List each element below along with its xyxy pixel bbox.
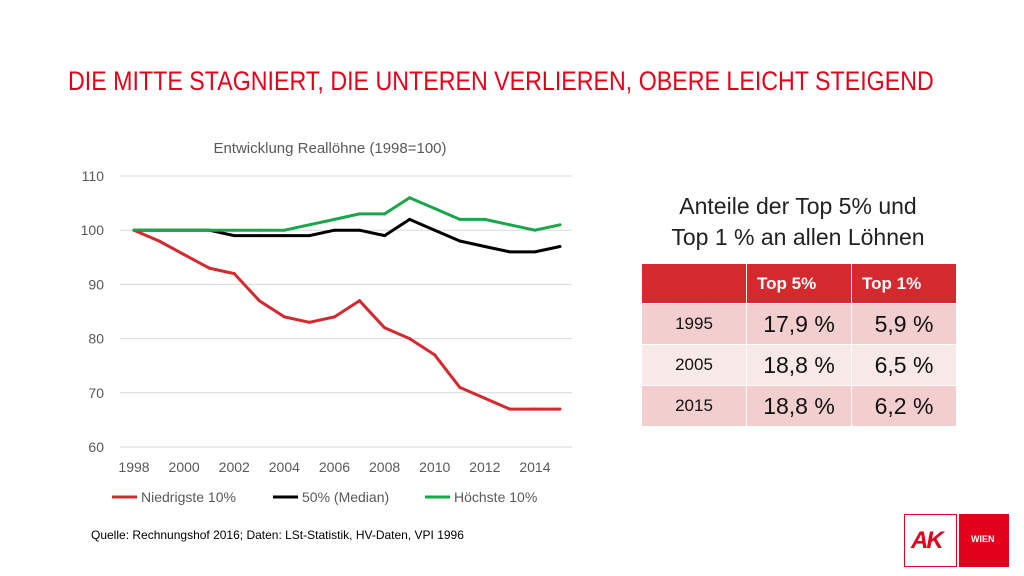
x-tick-label: 2014 [519,459,550,475]
ak-wien-logo: AK WIEN [904,514,1009,567]
ak-logo-text: AK [911,527,944,554]
data-point [433,353,437,357]
data-point [433,207,437,211]
y-tick-label: 60 [88,439,104,455]
top5-cell: 18,8 % [746,385,852,427]
data-point [157,239,161,243]
table-header-row: Top 5% Top 1% [641,263,957,304]
data-point [332,217,336,221]
series-line-3 [134,196,561,232]
top-income-share-table: Top 5% Top 1% 1995 17,9 % 5,9 % 2005 18,… [641,263,957,427]
data-point [282,315,286,319]
data-point [232,272,236,276]
data-point [383,326,387,330]
data-point [257,299,261,303]
data-point [282,228,286,232]
data-point [207,228,211,232]
x-tick-label: 2000 [169,459,200,475]
top1-cell: 5,9 % [851,303,957,345]
top5-cell: 17,9 % [746,303,852,345]
data-point [332,228,336,232]
data-point [358,212,362,216]
data-point [132,228,136,232]
year-cell: 1995 [641,303,747,345]
data-point [257,234,261,238]
x-tick-label: 2004 [269,459,300,475]
data-point [433,228,437,232]
year-cell: 2015 [641,385,747,427]
data-point [458,385,462,389]
top5-cell: 18,8 % [746,344,852,386]
header-cell-empty [641,263,747,304]
data-point [358,228,362,232]
data-point [383,234,387,238]
top1-cell: 6,5 % [851,344,957,386]
year-cell: 2005 [641,344,747,386]
ak-logo-box: AK [904,514,957,567]
x-tick-label: 2002 [219,459,250,475]
data-point [458,239,462,243]
data-point [307,320,311,324]
data-point [232,234,236,238]
legend-label: Höchste 10% [454,489,537,505]
data-point [458,217,462,221]
data-point [182,228,186,232]
data-point [533,407,537,411]
data-point [533,228,537,232]
data-point [408,337,412,341]
header-cell-top5: Top 5% [746,263,852,304]
y-tick-label: 110 [82,168,105,184]
data-point [408,217,412,221]
x-tick-label: 2006 [319,459,350,475]
x-tick-label: 2012 [469,459,500,475]
series-line-2 [134,217,561,254]
real-wage-line-chart: Entwicklung Reallöhne (1998=100) 60 70 80 90… [81,140,572,505]
series-line-1 [133,228,560,411]
table-row: 2005 18,8 % 6,5 % [641,344,957,386]
table-heading: Anteile der Top 5% und Top 1 % an allen … [640,191,956,253]
data-point [483,396,487,400]
wien-logo-text: WIEN [971,534,995,544]
data-point [508,223,512,227]
data-point [483,217,487,221]
data-point [408,196,412,200]
table-heading-line-1: Anteile der Top 5% und [679,193,917,219]
data-point [358,299,362,303]
x-tick-label: 1998 [118,459,149,475]
data-point [508,407,512,411]
data-point [483,244,487,248]
data-point [282,234,286,238]
slide-title: DIE MITTE STAGNIERT, DIE UNTEREN VERLIER… [68,66,934,96]
data-point [533,250,537,254]
source-note: Quelle: Rechnungshof 2016; Daten: LSt-St… [91,528,464,542]
top1-cell: 6,2 % [851,385,957,427]
data-point [332,315,336,319]
table-row: 2015 18,8 % 6,2 % [641,385,957,427]
x-tick-label: 2008 [369,459,400,475]
legend-label: Niedrigste 10% [141,489,236,505]
data-point [558,223,562,227]
chart-title: Entwicklung Reallöhne (1998=100) [213,140,446,157]
y-tick-label: 100 [81,222,105,238]
header-cell-top1: Top 1% [851,263,957,304]
data-point [207,266,211,270]
data-point [383,212,387,216]
legend-label: 50% (Median) [302,489,389,505]
data-point [157,228,161,232]
table-heading-line-2: Top 1 % an allen Löhnen [671,224,925,250]
data-point [232,228,236,232]
data-point [307,223,311,227]
y-tick-label: 70 [88,385,104,401]
data-point [182,253,186,257]
data-point [257,228,261,232]
x-tick-label: 2010 [419,459,450,475]
y-tick-label: 80 [88,331,104,347]
data-point [508,250,512,254]
data-point [307,234,311,238]
data-point [558,244,562,248]
y-tick-label: 90 [88,276,104,292]
data-point [558,407,562,411]
table-row: 1995 17,9 % 5,9 % [641,303,957,345]
wien-logo-box: WIEN [959,514,1009,567]
